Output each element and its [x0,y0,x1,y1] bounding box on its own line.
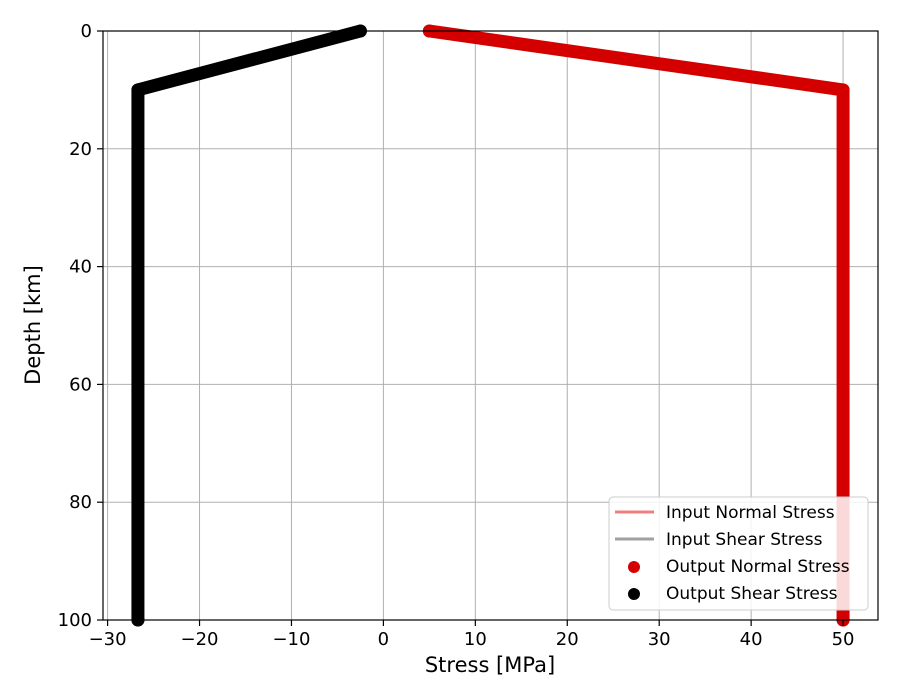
x-tick-label: 10 [464,629,487,650]
legend-label-input-shear-stress: Input Shear Stress [666,530,823,550]
x-tick-label: 40 [740,629,763,650]
x-tick-label: 30 [648,629,671,650]
x-tick-label: −30 [89,629,127,650]
x-tick-label: −10 [272,629,310,650]
y-tick-label: 20 [69,139,92,160]
y-tick-label: 40 [69,257,92,278]
x-axis-label: Stress [MPa] [425,653,555,677]
ticks: −30 −20 −10 0 10 20 30 40 50 0 20 40 60 80 100 [58,21,855,650]
legend-label-output-shear-stress: Output Shear Stress [666,584,838,604]
x-tick-label: −20 [181,629,219,650]
y-tick-label: 80 [69,492,92,513]
y-tick-label: 60 [69,374,92,395]
plot-frame [102,30,879,621]
legend-label-input-normal-stress: Input Normal Stress [666,503,835,523]
y-axis-label: Depth [km] [21,265,45,385]
x-tick-label: 20 [556,629,579,650]
legend-label-output-normal-stress: Output Normal Stress [666,557,850,577]
y-tick-label: 0 [81,21,92,42]
legend-box [608,496,869,611]
x-tick-label: 50 [832,629,855,650]
legend: Input Normal Stress Input Shear Stress O… [608,496,869,611]
y-tick-label: 100 [58,610,92,631]
x-tick-label: 0 [378,629,389,650]
data-point-output-normal-stress [836,83,850,97]
legend-swatch-output-shear-stress [628,588,640,600]
legend-swatch-output-normal-stress [628,561,640,573]
data-point-output-shear-stress [131,83,145,97]
